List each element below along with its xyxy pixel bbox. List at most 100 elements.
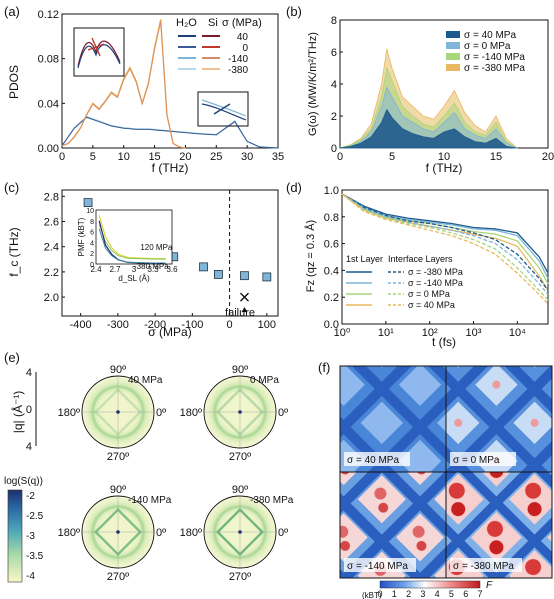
panel-e-ylabel: |q| (Å⁻¹): [10, 391, 25, 434]
panel-a-inset-right: [197, 91, 249, 127]
panel-d-series-line: [341, 193, 549, 291]
panel-b-legend-label: σ = 40 MPa: [464, 30, 516, 41]
panel-c-inset-xtick: 2.4: [90, 265, 102, 274]
panel-a-legend-si: Si: [208, 17, 218, 29]
panel-a-legend-value: 40: [237, 32, 249, 43]
panel-e-colorbar: [7, 489, 23, 583]
panel-e-angle-180: 180º: [58, 407, 80, 419]
panel-b-legend-swatch: [446, 31, 460, 38]
panel-e-colorbar-tick: -2: [26, 491, 35, 502]
panel-e-center-peak: [116, 410, 120, 414]
panel-f-map-1-label: σ = 40 MPa: [347, 455, 399, 466]
panel-b-ticks: 0 5 10 15 20 0 2 4 6 8: [331, 15, 554, 163]
panel-c-inset-xtick: 2.7: [109, 265, 121, 274]
panel-a-legend-value: -380: [228, 65, 248, 76]
panel-c-inset-ytick: 8: [90, 219, 94, 226]
panel-b-ytick-label: 2: [331, 111, 337, 123]
panel-d-xtick-label: 10³: [466, 327, 482, 339]
panel-a-xtick-label: 5: [90, 151, 96, 163]
panel-a-legend-value: -140: [228, 54, 248, 65]
panel-b-label: (b): [286, 4, 302, 19]
panel-c-ytick-label: 2.6: [44, 217, 59, 229]
panel-b-xtick-label: 0: [337, 151, 343, 163]
panel-e-angle-90: 90º: [110, 484, 126, 496]
panel-d-legend-col1: 1st Layer: [346, 254, 383, 264]
panel-b-ytick-label: 8: [331, 15, 337, 27]
panel-d-xtick-label: 10²: [422, 327, 438, 339]
panel-e-rtick-top: 4: [26, 367, 32, 379]
panel-b-xtick-label: 5: [389, 151, 395, 163]
panel-e-angle-270: 270º: [107, 451, 129, 463]
panel-f-colorbar-tick: 2: [406, 589, 411, 599]
panel-e-angle-0: 0º: [278, 527, 288, 539]
panel-a-ytick-label: 0.04: [38, 98, 59, 110]
panel-d-ytick-label: 0.2: [324, 292, 339, 304]
panel-f-map-4-label: σ = -380 MPa: [453, 561, 514, 572]
panel-b-ylabel: G(ω) (MW/K/m²/THz): [307, 32, 319, 136]
panel-a-xtick-label: 0: [59, 151, 65, 163]
panel-d-xlabel: t (fs): [432, 335, 456, 349]
panel-c-xtick-label: -200: [144, 319, 166, 331]
panel-a-legend-value: 0: [242, 43, 248, 54]
panel-c-inset-xtick: 3.3: [147, 265, 159, 274]
panel-f-frame: [339, 365, 553, 579]
panel-e-angle-0: 0º: [278, 407, 288, 419]
panel-d-xtick-label: 10⁰: [334, 327, 351, 339]
panel-c-frame: [61, 189, 279, 317]
panel-a-inset-right-curve2: [201, 99, 247, 117]
panel-a-ytick-label: 0.00: [38, 143, 59, 155]
panel-a-legend-h2o: H₂O: [176, 17, 197, 29]
panel-b-legend-label: σ = 0 MPa: [464, 41, 511, 52]
panel-d-series-line: [341, 193, 549, 274]
panel-c-inset-ytick: 10: [86, 208, 94, 215]
panel-b-ytick-label: 0: [331, 143, 337, 155]
panel-a-series-line: [61, 115, 279, 149]
panel-e-angle-270: 270º: [107, 571, 129, 583]
panel-c-inset-ytick: 6: [90, 230, 94, 237]
panel-e-angle-90: 90º: [110, 364, 126, 376]
panel-c-xlabel: σ (MPa): [148, 325, 191, 339]
panel-b-ytick-label: 4: [331, 79, 337, 91]
panel-e-rtick-bot: 4: [26, 441, 32, 453]
panel-c-inset-line: [98, 224, 166, 260]
panel-f-map-3-labelbg: [344, 558, 416, 572]
panel-b-xtick-label: 20: [542, 151, 554, 163]
panel-e-colorbar-tick: -3.5: [26, 551, 44, 562]
panel-f-map-3-label: σ = -140 MPa: [347, 561, 408, 572]
panel-e-colorbar-tick: -3: [26, 531, 35, 542]
panel-c-inset-ytick: 4: [90, 240, 94, 247]
panel-c-failure-label: failure: [225, 307, 255, 319]
panel-d-ytick-label: 0.8: [324, 212, 339, 224]
panel-e-angle-180: 180º: [180, 527, 202, 539]
panel-f-label: (f): [318, 360, 330, 375]
panel-d-series-line: [341, 193, 549, 295]
panel-f-colorbar-tick: 3: [420, 589, 425, 599]
panel-e-colorbar-ticks: -2 -2.5 -3 -3.5 -4: [26, 491, 44, 582]
panel-d-legend-label: σ = -380 MPa: [408, 267, 463, 277]
panel-c-ytick-label: 2.4: [44, 242, 59, 254]
panel-b-legend-swatch: [446, 53, 460, 60]
panel-d-series-line: [341, 193, 549, 279]
panel-e-colorbar-title: log(S(q)): [4, 476, 43, 487]
panel-a-xtick-label: 35: [272, 151, 284, 163]
panel-b-xtick-label: 10: [438, 151, 450, 163]
panel-a-xtick-label: 15: [148, 151, 160, 163]
panel-a-series-line: [61, 22, 186, 149]
panel-f-colorbar-tick: 5: [449, 589, 454, 599]
panel-e-label: (e): [4, 350, 20, 365]
panel-c: (c) f_c (THz) σ (MPa) -400 -300 -200 -100 0 1…: [4, 180, 279, 339]
panel-a-ytick-label: 0.08: [38, 54, 59, 66]
panel-a-legend: 400-140-380: [178, 32, 248, 76]
panel-c-inset-label-top: 120 MPa: [140, 243, 173, 252]
panel-c-inset-line: [98, 215, 166, 260]
panel-b-xlabel: f (THz): [426, 161, 463, 175]
panel-e-angle-90: 90º: [232, 484, 248, 496]
panel-a-label: (a): [4, 4, 20, 19]
panel-d-label: (d): [286, 180, 302, 195]
panel-c-xtick-label: -300: [107, 319, 129, 331]
panel-a-xtick-label: 25: [210, 151, 222, 163]
panel-d-lines: [341, 193, 549, 305]
